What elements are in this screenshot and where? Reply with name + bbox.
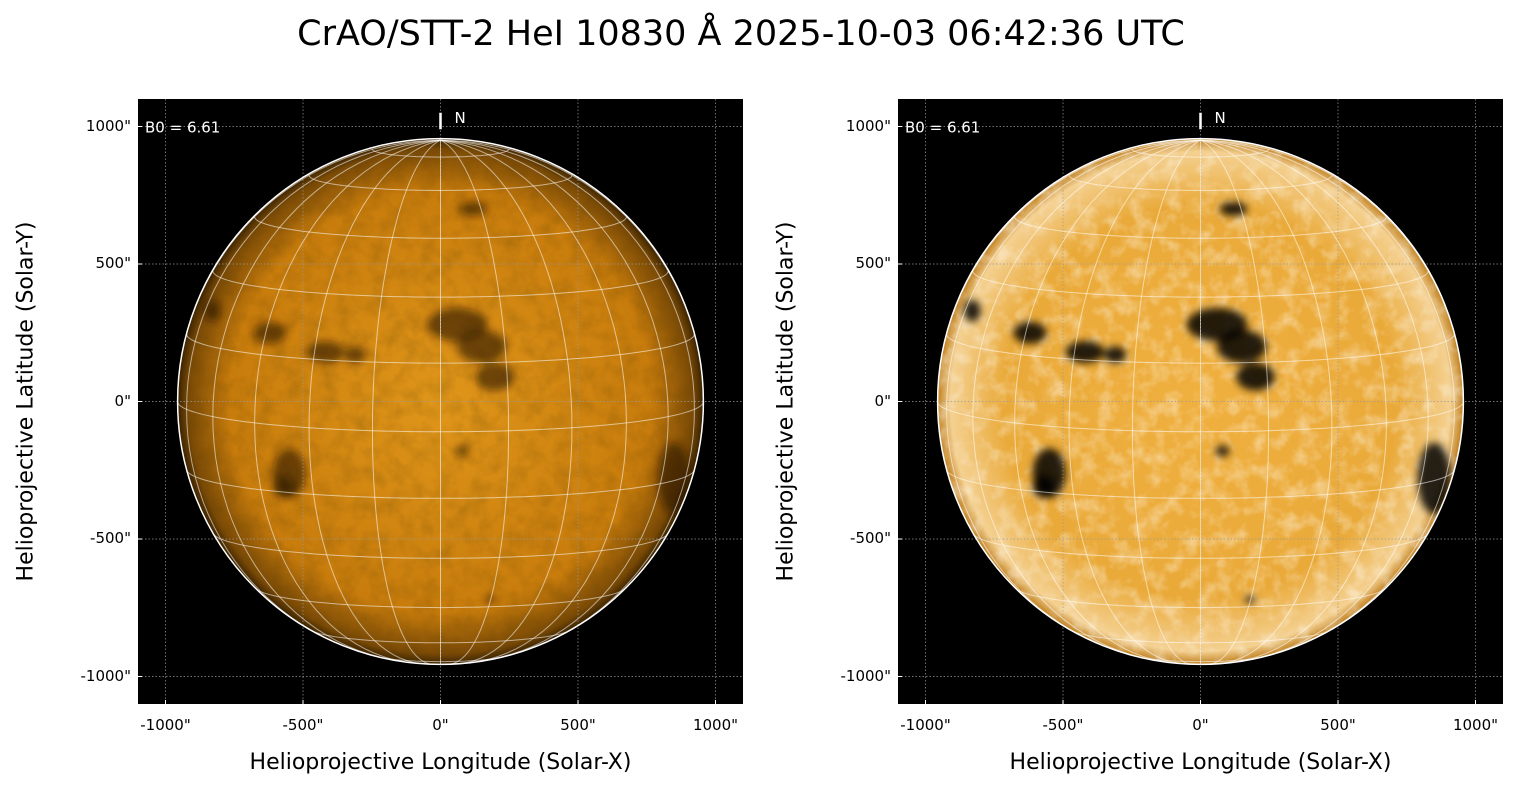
longitude-line	[186, 139, 441, 644]
longitude-line	[1200, 139, 1429, 659]
longitude-line	[1200, 139, 1455, 644]
y-tick-label: -500"	[90, 529, 131, 547]
dark-filament-region	[344, 346, 367, 363]
solar-map-panel-1: N B0 = 6.61	[138, 99, 743, 704]
solar-map-panel-2: N B0 = 6.61	[898, 99, 1503, 704]
longitude-line	[212, 139, 441, 659]
longitude-line	[1014, 139, 1201, 662]
y-tick-label: 0"	[114, 391, 131, 410]
dark-filament-region	[1217, 330, 1267, 363]
longitude-line	[946, 139, 1201, 644]
x-tick-label: -1000"	[900, 716, 951, 734]
longitude-line	[254, 139, 441, 662]
longitude-line	[440, 139, 509, 665]
dark-filament-region	[1219, 202, 1248, 216]
dark-filament-region	[455, 445, 470, 457]
longitude-line	[972, 139, 1201, 659]
dark-filament-region	[1417, 442, 1451, 515]
dark-filament-region	[1032, 475, 1055, 498]
y-axis-label: Helioprojective Latitude (Solar-Y)	[13, 221, 39, 582]
solar-map-plot: N B0 = 6.61	[138, 99, 743, 704]
longitude-line	[372, 139, 441, 665]
y-tick-label: 1000"	[85, 116, 131, 135]
figure-title: CrAO/STT-2 HeI 10830 Å 2025-10-03 06:42:…	[297, 14, 1185, 54]
solar-limb	[936, 137, 1465, 666]
y-tick-label: 1000"	[845, 116, 891, 135]
dark-filament-region	[964, 299, 981, 322]
dark-filament-region	[484, 596, 496, 603]
dark-filament-region	[457, 330, 507, 363]
longitude-line	[440, 139, 573, 664]
x-tick-label: 500"	[560, 716, 596, 734]
longitude-line	[440, 139, 627, 662]
y-tick-label: 0"	[874, 391, 891, 410]
longitude-line	[1200, 139, 1269, 665]
y-tick-label: 500"	[855, 254, 891, 272]
y-tick-label: -1000"	[80, 666, 132, 685]
solar-map-plot: N B0 = 6.61	[898, 99, 1503, 704]
dark-filament-region	[657, 442, 691, 515]
x-axis-label: Helioprojective Longitude (Solar-X)	[249, 750, 632, 775]
x-tick-label: -1000"	[140, 716, 191, 734]
x-tick-label: 1000"	[1452, 716, 1499, 734]
x-tick-label: -500"	[1042, 716, 1084, 734]
longitude-line	[1200, 139, 1387, 662]
dark-filament-region	[459, 202, 488, 216]
x-tick-label: 0"	[1192, 716, 1209, 734]
dark-filament-region	[1244, 596, 1256, 603]
dark-filament-region	[272, 475, 295, 498]
longitude-line	[440, 139, 695, 644]
b0-label: B0 = 6.61	[145, 119, 220, 137]
dark-filament-region	[1013, 321, 1047, 344]
y-tick-label: -500"	[850, 529, 891, 547]
x-tick-label: 1000"	[692, 716, 739, 734]
y-tick-label: -1000"	[840, 666, 892, 685]
dark-filament-region	[253, 321, 287, 344]
dark-filament-region	[1236, 363, 1275, 391]
b0-label: B0 = 6.61	[905, 119, 980, 137]
longitude-line	[308, 139, 441, 664]
longitude-line	[440, 139, 669, 659]
x-tick-label: -500"	[282, 716, 324, 734]
dark-filament-region	[1104, 346, 1127, 363]
solar-limb	[176, 137, 705, 666]
north-label: N	[1215, 109, 1226, 127]
x-axis-label: Helioprojective Longitude (Solar-X)	[1009, 750, 1392, 775]
y-axis-label: Helioprojective Latitude (Solar-Y)	[773, 221, 799, 582]
longitude-line	[1068, 139, 1201, 664]
longitude-line	[1132, 139, 1201, 665]
x-tick-label: 0"	[432, 716, 449, 734]
longitude-line	[1200, 139, 1333, 664]
north-label: N	[455, 109, 466, 127]
dark-filament-region	[204, 299, 221, 322]
dark-filament-region	[1215, 445, 1230, 457]
y-tick-label: 500"	[95, 254, 131, 272]
x-tick-label: 500"	[1320, 716, 1356, 734]
dark-filament-region	[476, 363, 515, 391]
